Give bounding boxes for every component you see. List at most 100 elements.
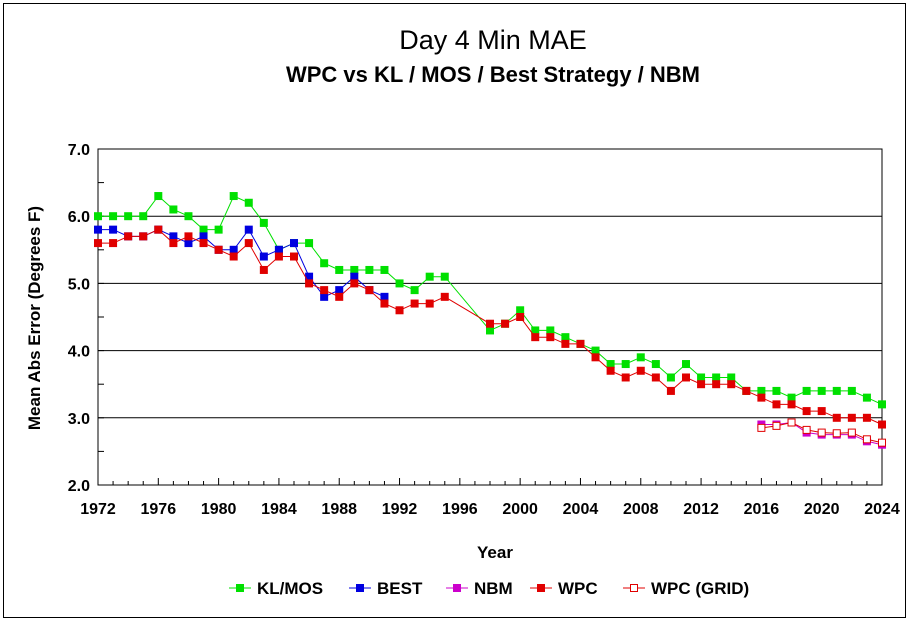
data-point: [139, 212, 148, 221]
data-point: [229, 245, 238, 254]
x-tick-label: 2020: [804, 501, 840, 518]
data-point: [94, 212, 102, 221]
data-point: [320, 259, 329, 268]
data-point: [682, 360, 690, 369]
data-point: [395, 306, 404, 315]
data-point: [666, 373, 675, 382]
series-wpc: [94, 225, 886, 429]
legend-marker: [630, 584, 638, 592]
data-point: [425, 299, 434, 308]
x-tick-label: 1992: [382, 501, 418, 518]
x-tick-label: 2024: [864, 501, 900, 518]
data-point: [832, 429, 841, 438]
x-tick-label: 1984: [261, 501, 297, 518]
data-point: [802, 386, 811, 395]
data-point: [787, 400, 796, 409]
data-point: [636, 366, 645, 375]
data-point: [697, 373, 706, 382]
data-point: [124, 212, 133, 221]
data-point: [546, 333, 555, 342]
data-point: [651, 360, 660, 369]
data-point: [410, 299, 419, 308]
series-wpc-grid-: [757, 418, 886, 447]
plot-border: [97, 148, 883, 486]
data-point: [772, 386, 781, 395]
legend-label: WPC: [558, 579, 598, 598]
data-point: [320, 292, 329, 301]
data-point: [350, 272, 359, 281]
data-point: [802, 425, 811, 434]
data-point: [772, 421, 781, 430]
legend-marker: [356, 584, 364, 592]
data-point: [862, 393, 871, 402]
series-kl-mos: [94, 192, 886, 409]
data-point: [501, 319, 510, 328]
data-point: [727, 380, 736, 389]
legend-item: WPC (GRID): [623, 579, 749, 598]
data-point: [335, 265, 344, 274]
data-point: [425, 272, 434, 281]
x-tick-label: 1976: [141, 501, 177, 518]
data-point: [380, 292, 389, 301]
data-point: [290, 252, 298, 261]
data-point: [199, 232, 208, 241]
legend-item: KL/MOS: [229, 579, 323, 598]
data-point: [591, 346, 600, 355]
data-point: [139, 232, 148, 241]
data-point: [847, 386, 856, 395]
legend-marker: [236, 584, 244, 592]
data-point: [350, 279, 359, 288]
data-point: [576, 339, 585, 348]
x-tick-label: 2000: [502, 501, 538, 518]
x-tick-label: 1996: [442, 501, 478, 518]
data-point: [787, 418, 796, 427]
data-point: [244, 198, 253, 207]
data-point: [274, 252, 283, 261]
data-point: [757, 393, 766, 402]
data-point: [712, 373, 721, 382]
legend-marker: [453, 584, 461, 592]
legend-label: BEST: [377, 579, 423, 598]
y-tick-label: 3.0: [68, 411, 90, 428]
data-point: [817, 407, 826, 416]
data-point: [606, 360, 615, 369]
data-point: [787, 393, 796, 402]
data-point: [440, 292, 449, 301]
x-tick-label: 1988: [321, 501, 357, 518]
legend-item: WPC: [530, 579, 598, 598]
data-point: [727, 373, 736, 382]
x-tick-label: 1980: [201, 501, 237, 518]
data-point: [350, 265, 359, 274]
legend-label: NBM: [474, 579, 513, 598]
data-point: [365, 265, 374, 274]
data-point: [169, 205, 178, 214]
data-point: [516, 313, 525, 321]
data-point: [244, 239, 253, 248]
data-point: [531, 326, 540, 335]
data-point: [546, 326, 555, 335]
data-point: [847, 413, 856, 422]
legend: KL/MOS BEST NBM WPC WPC (GRID): [229, 579, 749, 598]
data-point: [878, 420, 886, 429]
data-point: [802, 407, 811, 416]
y-axis-label: Mean Abs Error (Degrees F): [25, 206, 44, 430]
data-point: [712, 380, 721, 389]
data-point: [244, 225, 253, 234]
data-point: [682, 373, 690, 382]
legend-label: KL/MOS: [257, 579, 323, 598]
data-point: [832, 386, 841, 395]
legend-label: WPC (GRID): [651, 579, 749, 598]
data-point: [259, 218, 268, 227]
x-axis-label: Year: [477, 543, 513, 562]
y-tick-label: 5.0: [68, 276, 90, 293]
data-point: [621, 373, 630, 382]
data-point: [742, 386, 751, 395]
chart-frame: [3, 3, 906, 618]
data-point: [651, 373, 660, 382]
data-point: [184, 212, 193, 221]
data-point: [847, 428, 856, 437]
data-point: [832, 413, 841, 422]
data-point: [380, 265, 389, 274]
data-point: [214, 245, 223, 254]
